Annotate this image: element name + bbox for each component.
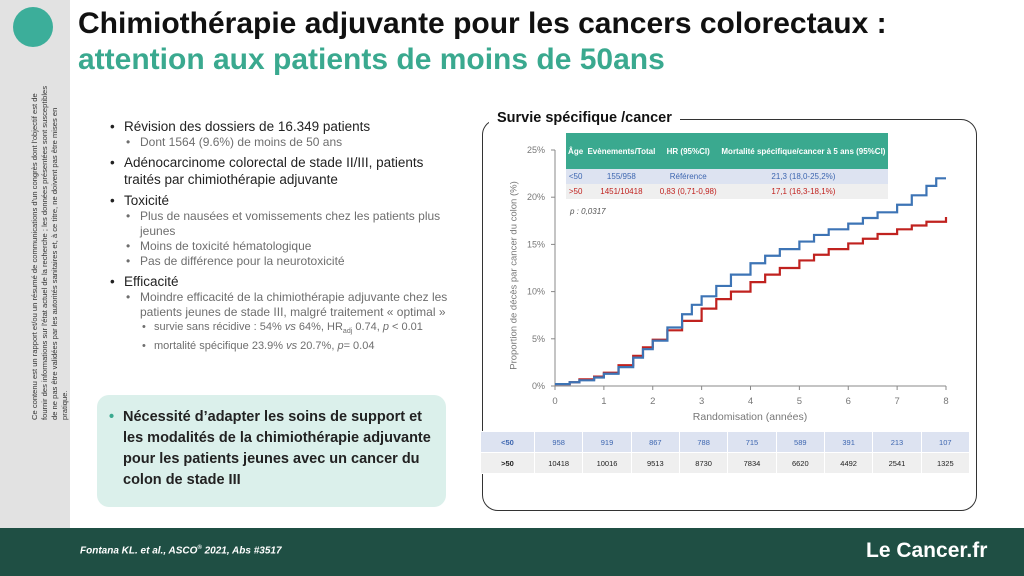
bullet-eff-3: mortalité spécifique 23.9% vs 20.7%, p= … [108,339,453,353]
hr-table-cell: 0,83 (0,71-0,98) [657,184,719,199]
at-risk-cell: 7834 [727,452,777,474]
disclaimer-text: Ce contenu est un rapport et/ou un résum… [30,85,69,420]
hr-legend-table: Âge Evènements/Total HR (95%CI) Mortalité s… [566,133,888,199]
at-risk-cell: 107 [920,431,971,453]
at-risk-cell: 788 [678,431,729,453]
hr-table-header: Evènements/Total [585,133,658,169]
lecancer-logo: Le Cancer.fr [866,539,988,562]
at-risk-cell: 213 [872,431,922,453]
bullet-tox-2: Moins de toxicité hématologique [108,239,453,254]
at-risk-cell: 958 [533,431,584,453]
at-risk-cell: 10418 [533,452,584,474]
at-risk-cell: 589 [775,431,825,453]
bullet-adeno: Adénocarcinome colorectal de stade II/II… [108,154,453,188]
hr-table-cell: 1451/10418 [585,184,658,199]
conclusion-callout: Nécessité d’adapter les soins de support… [97,395,446,507]
chart-panel [482,119,977,511]
hr-table-cell: <50 [566,169,586,184]
chart-y-axis-label: Proportion de décès par cancer du colon … [508,181,520,370]
bullet-eff-2: survie sans récidive : 54% vs 64%, HRadj… [108,320,453,339]
hr-table-cell: 155/958 [585,169,658,184]
bullet-revision: Révision des dossiers de 16.349 patients [108,118,453,135]
at-risk-cell: 867 [630,431,680,453]
hr-table-row: <50 155/958 Référence 21,3 (18,0-25,2%) [566,169,888,184]
bullet-tox-3: Pas de différence pour la neurotoxicité [108,254,453,269]
at-risk-label: <50 [480,431,535,453]
hr-table-header: Mortalité spécifique/cancer à 5 ans (95%… [718,133,888,169]
slide-title: Chimiothérapie adjuvante pour les cancer… [78,6,1018,78]
at-risk-cell: 715 [727,431,777,453]
brand-dot-icon [13,7,53,47]
at-risk-cell: 2541 [872,452,922,474]
hr-table-row: >50 1451/10418 0,83 (0,71-0,98) 17,1 (16,3-… [566,184,888,199]
at-risk-cell: 4492 [823,452,874,474]
bullet-toxicite: Toxicité [108,192,453,209]
title-line-2: attention aux patients de moins de 50ans [78,43,665,76]
chart-x-axis-label: Randomisation (années) [692,411,808,423]
bullet-eff-1: Moindre efficacité de la chimiothérapie … [108,290,453,320]
at-risk-cell: 6620 [775,452,825,474]
bullet-efficacite: Efficacité [108,273,453,290]
footer-bar: Fontana KL. et al., ASCO® 2021, Abs #351… [0,528,1024,576]
citation: Fontana KL. et al., ASCO® 2021, Abs #351… [80,545,282,557]
hr-table-cell: 21,3 (18,0-25,2%) [718,169,888,184]
bullet-list: Révision des dossiers de 16.349 patients… [108,114,453,353]
bullet-revision-sub: Dont 1564 (9.6%) de moins de 50 ans [108,135,453,150]
hr-table-cell: 17,1 (16,3-18,1%) [718,184,888,199]
at-risk-table: <50 958 919 867 788 715 589 391 213 107 >50 10418 10… [480,431,971,474]
left-sidebar: Ce contenu est un rapport et/ou un résum… [0,0,70,528]
title-line-1: Chimiothérapie adjuvante pour les cancer… [78,7,887,40]
at-risk-cell: 8730 [678,452,729,474]
at-risk-cell: 391 [823,431,874,453]
hr-table-header: HR (95%CI) [657,133,719,169]
at-risk-cell: 10016 [582,452,632,474]
hr-table-header: Âge [566,133,586,169]
at-risk-label: >50 [480,452,535,474]
chart-title: Survie spécifique /cancer [489,110,680,126]
hr-table-cell: >50 [566,184,586,199]
at-risk-row: >50 10418 10016 9513 8730 7834 6620 4492 2541 132… [480,452,971,474]
at-risk-row: <50 958 919 867 788 715 589 391 213 107 [480,431,971,453]
at-risk-cell: 919 [582,431,632,453]
hr-table-cell: Référence [657,169,719,184]
at-risk-cell: 1325 [920,452,971,474]
bullet-tox-1: Plus de nausées et vomissements chez les… [108,209,453,239]
p-value: p : 0,0317 [570,207,606,216]
conclusion-text: Nécessité d’adapter les soins de support… [109,407,434,491]
at-risk-cell: 9513 [630,452,680,474]
